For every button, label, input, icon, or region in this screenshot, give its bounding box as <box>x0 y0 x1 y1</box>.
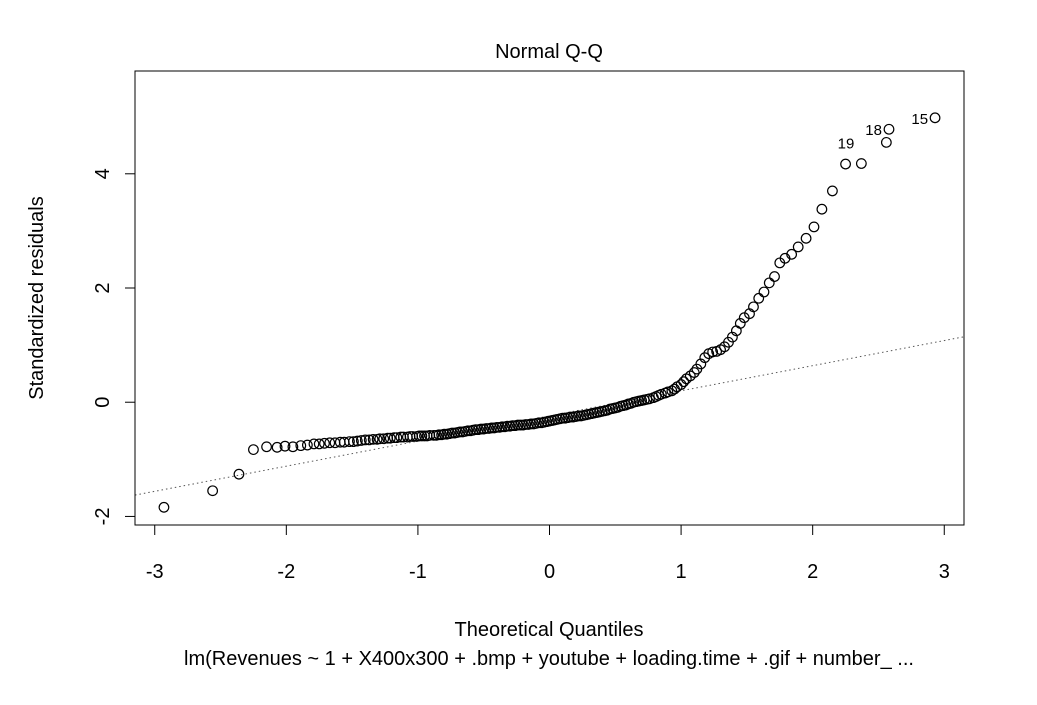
data-point <box>384 432 396 444</box>
x-tick-label: 1 <box>676 561 687 583</box>
data-point <box>454 426 466 438</box>
point-label: 19 <box>838 135 855 152</box>
data-point <box>416 430 428 442</box>
data-point <box>378 433 390 445</box>
reference-line-layer <box>134 336 965 496</box>
data-point <box>462 425 474 437</box>
data-point <box>428 429 440 441</box>
data-point <box>684 370 696 382</box>
data-point <box>800 232 812 244</box>
data-point <box>707 346 719 358</box>
data-point <box>413 430 425 442</box>
data-point <box>438 428 450 440</box>
data-point <box>486 422 498 434</box>
data-point <box>758 286 770 298</box>
x-tick-label: -1 <box>409 561 427 583</box>
data-point <box>313 438 325 450</box>
data-point <box>501 420 513 432</box>
data-point <box>507 420 519 432</box>
data-point <box>855 158 867 169</box>
data-point <box>520 419 532 430</box>
data-point <box>496 421 508 433</box>
data-point <box>324 437 336 449</box>
data-point <box>786 248 798 260</box>
data-point <box>883 123 895 135</box>
data-point <box>699 352 711 364</box>
data-point <box>512 419 524 431</box>
data-point <box>248 444 259 456</box>
x-tick-label: -2 <box>277 561 295 583</box>
data-point <box>391 432 403 444</box>
data-points <box>158 112 941 513</box>
data-point <box>470 424 482 436</box>
data-point <box>295 440 307 452</box>
data-point <box>792 241 804 253</box>
data-point <box>475 423 487 435</box>
y-axis: -2 0 2 4 <box>92 168 136 526</box>
data-point <box>351 435 363 447</box>
x-tick-label: 0 <box>544 561 555 583</box>
data-point <box>763 277 775 289</box>
x-tick-label: 3 <box>939 561 950 583</box>
data-point <box>446 427 458 439</box>
qq-reference-line <box>134 336 965 496</box>
data-point <box>808 221 820 233</box>
data-point <box>359 434 371 446</box>
data-point <box>308 438 320 450</box>
chart-title: Normal Q-Q <box>495 41 603 63</box>
data-point <box>158 501 170 513</box>
data-point <box>840 158 851 170</box>
data-point <box>816 203 828 215</box>
data-point <box>279 440 291 452</box>
data-point <box>491 421 503 433</box>
data-point <box>734 318 746 329</box>
data-point <box>271 441 283 453</box>
y-tick-label: 0 <box>92 397 114 408</box>
data-point <box>433 429 445 441</box>
data-point <box>363 434 375 446</box>
data-point <box>344 436 355 448</box>
data-point <box>769 271 780 282</box>
y-tick-label: 4 <box>92 168 114 179</box>
x-tick-label: 2 <box>807 561 818 583</box>
data-point <box>480 423 492 434</box>
data-point <box>753 292 765 304</box>
data-point <box>348 436 359 448</box>
data-point <box>929 112 941 124</box>
data-point <box>301 439 313 451</box>
data-point <box>880 136 892 148</box>
data-point <box>367 433 379 445</box>
point-label: 18 <box>865 122 882 139</box>
point-labels: 15 18 19 <box>838 111 928 153</box>
data-point <box>557 412 569 424</box>
data-point <box>319 437 330 449</box>
data-point <box>688 367 700 378</box>
x-axis: -3 -2 -1 0 1 2 3 <box>146 524 950 583</box>
data-point <box>287 441 299 453</box>
point-label: 15 <box>911 111 928 128</box>
data-point <box>374 433 386 445</box>
y-tick-label: 2 <box>92 282 114 293</box>
data-point <box>261 441 272 453</box>
y-tick-label: -2 <box>92 508 114 526</box>
data-point <box>573 410 584 422</box>
subtitle: lm(Revenues ~ 1 + X400x300 + .bmp + yout… <box>184 648 914 670</box>
x-tick-label: -3 <box>146 561 164 583</box>
data-point <box>207 485 219 497</box>
x-axis-label: Theoretical Quantiles <box>455 619 644 641</box>
data-point <box>525 418 537 430</box>
data-point <box>355 435 367 446</box>
data-point <box>565 411 576 423</box>
data-point <box>678 376 690 388</box>
data-point <box>233 468 245 480</box>
data-point <box>533 417 545 429</box>
data-point <box>827 185 838 197</box>
y-axis-label: Standardized residuals <box>26 196 48 399</box>
data-point <box>515 419 526 431</box>
data-point <box>748 301 759 313</box>
